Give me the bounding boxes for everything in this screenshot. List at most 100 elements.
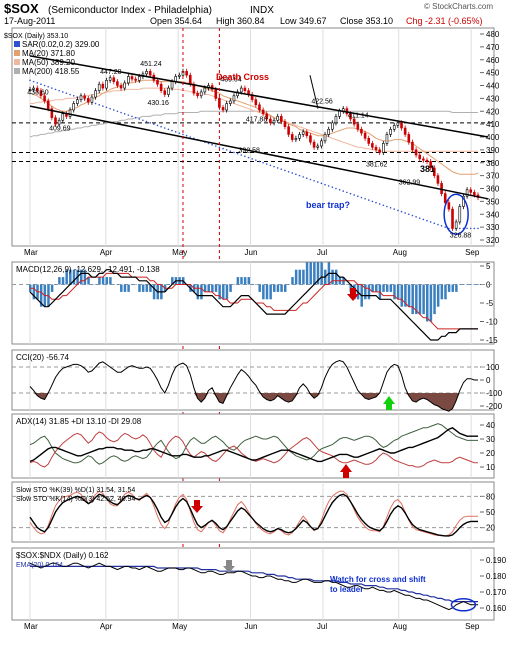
cci-panel: 100 0 -100 -200 CCI(20) -56.74 <box>11 349 503 412</box>
sar-dot <box>284 169 286 172</box>
price-axis-tick-label-8: 400 <box>486 133 500 142</box>
macd-histogram-bar <box>105 277 108 285</box>
sar-dot <box>389 207 392 209</box>
price-candle <box>185 71 188 76</box>
sar-dot <box>240 154 243 156</box>
macd-histogram-bar <box>50 284 54 292</box>
sar-dot <box>422 218 425 221</box>
open-value: Open 354.64 <box>150 16 202 26</box>
price-candle <box>298 134 301 139</box>
macd-histogram-bar <box>404 284 407 307</box>
price-candle <box>469 189 473 193</box>
sar-dot <box>174 131 177 133</box>
price-candle <box>90 96 94 103</box>
adx-red-arrow <box>340 464 352 478</box>
macd-histogram-bar <box>83 269 87 285</box>
sar-dot <box>61 91 64 93</box>
sar-dot <box>251 158 253 160</box>
macd-histogram-bar <box>422 284 425 315</box>
price-axis-tick-label-4: 360 <box>486 185 500 194</box>
macd-histogram-bar <box>331 269 334 285</box>
price-candle <box>134 78 137 81</box>
sar-dot <box>214 145 217 147</box>
sar-dot <box>375 201 377 204</box>
sar-dot <box>400 210 403 213</box>
sar-dot <box>473 227 476 230</box>
sar-dot <box>353 194 355 196</box>
macd-axis-tick-label-2: -5 <box>486 299 494 308</box>
macd-histogram-bar <box>39 284 43 307</box>
sar-dot <box>51 87 53 89</box>
price-axis-tick-label-11: 430 <box>486 94 500 103</box>
sto39-line <box>29 493 478 537</box>
price-candle <box>119 85 123 89</box>
macd-histogram-bar <box>316 262 320 285</box>
bear-trap-label: bear trap? <box>306 200 350 210</box>
sar-dot <box>269 164 272 167</box>
macd-histogram-bar <box>309 262 312 285</box>
price-candle <box>392 125 396 130</box>
macd-histogram-bar <box>473 284 476 285</box>
macd-histogram-bar <box>243 277 247 285</box>
macd-histogram-bar <box>225 284 229 300</box>
price-label-9: 392.58 <box>239 147 261 154</box>
sar-dot <box>429 221 432 223</box>
ratio-month-label-6: Sep <box>465 622 480 631</box>
price-candle <box>378 149 381 153</box>
ma200-legend-text: MA(200) 418.55 <box>22 67 80 76</box>
sar-dot <box>185 134 188 137</box>
macd-histogram-bar <box>101 277 105 285</box>
macd-histogram-bar <box>287 284 291 285</box>
price-candle <box>265 113 269 120</box>
macd-histogram-bar <box>298 269 302 285</box>
price-candle <box>305 131 309 137</box>
price-label-6: 417.88 <box>246 117 268 124</box>
ratio-legend: $SOX:$NDX (Daily) 0.162 <box>16 551 109 560</box>
sar-dot <box>138 118 141 120</box>
ratio-axis-tick-label-0: 0.190 <box>486 556 507 565</box>
price-candle <box>123 82 126 89</box>
sar-dot <box>229 150 232 152</box>
sar-dot <box>123 113 126 115</box>
macd-histogram-bar <box>371 284 374 292</box>
price-candle <box>331 122 334 130</box>
death-cross-pointer <box>309 75 319 109</box>
price-axis-tick-label-6: 380 <box>486 159 500 168</box>
price-panel: Mar Apr May Jun Jul Aug Sep 320 330 340 350 360 370 3… <box>4 27 500 257</box>
price-candle <box>360 128 363 134</box>
price-candle <box>309 135 312 143</box>
sar-dot <box>287 170 290 173</box>
price-candle <box>32 87 35 90</box>
ratio-ema-line <box>30 565 478 603</box>
sar-dot <box>357 195 359 198</box>
price-axis-tick-label-0: 320 <box>486 236 500 245</box>
macd-histogram-bar <box>32 284 36 300</box>
macd-histogram-bar <box>211 284 214 292</box>
watermark: © StockCharts.com <box>424 2 493 11</box>
price-candle <box>83 95 86 99</box>
sar-dot <box>360 196 363 199</box>
macd-histogram-bar <box>382 284 385 292</box>
change-value: Chg -2.31 (-0.65%) <box>406 16 483 26</box>
sar-dot <box>233 151 235 154</box>
price-candle <box>61 113 65 121</box>
price-candle <box>316 145 320 148</box>
macd-histogram-bar <box>120 284 123 292</box>
macd-histogram-bar <box>152 284 156 300</box>
macd-axis-tick-label-4: -15 <box>486 336 498 345</box>
symbol-title: $SOX <box>4 1 39 16</box>
price-candle <box>411 141 414 151</box>
price-candle <box>454 221 458 229</box>
price-candle <box>396 122 400 126</box>
sar-dot <box>109 107 111 110</box>
price-candle <box>356 123 360 130</box>
macd-histogram-bar <box>127 284 130 292</box>
sar-dot <box>440 225 443 227</box>
price-month-label-0: Mar <box>24 248 38 257</box>
macd-histogram-bar <box>232 284 236 285</box>
ratio-line <box>29 562 478 611</box>
macd-histogram-bar <box>98 277 101 285</box>
price-candle <box>232 95 236 102</box>
